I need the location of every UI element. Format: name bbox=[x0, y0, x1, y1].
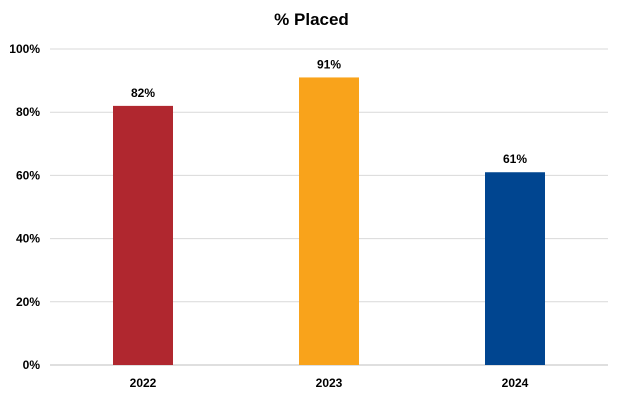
y-tick-label: 60% bbox=[16, 168, 40, 182]
y-axis-ticks: 0% 20% 40% 60% 80% 100% bbox=[9, 42, 40, 372]
bar bbox=[113, 105, 173, 365]
y-tick-label: 80% bbox=[16, 105, 40, 119]
x-tick-label: 2023 bbox=[316, 376, 343, 390]
data-label: 91% bbox=[317, 57, 341, 71]
data-label: 82% bbox=[131, 86, 155, 100]
y-tick-label: 20% bbox=[16, 295, 40, 309]
x-tick-label: 2022 bbox=[130, 376, 157, 390]
y-tick-label: 0% bbox=[23, 358, 41, 372]
y-tick-label: 100% bbox=[9, 42, 40, 56]
chart-title: % Placed bbox=[274, 10, 349, 29]
bar bbox=[485, 172, 545, 365]
x-axis-ticks: 2022 2023 2024 bbox=[130, 376, 529, 390]
bar bbox=[299, 77, 359, 365]
bars bbox=[113, 77, 545, 365]
y-tick-label: 40% bbox=[16, 232, 40, 246]
data-label: 61% bbox=[503, 152, 527, 166]
data-labels: 82% 91% 61% bbox=[131, 57, 527, 166]
x-tick-label: 2024 bbox=[502, 376, 529, 390]
